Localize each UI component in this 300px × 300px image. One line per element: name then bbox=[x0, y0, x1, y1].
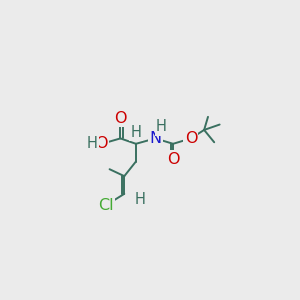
Text: H: H bbox=[130, 125, 141, 140]
Text: O: O bbox=[185, 131, 197, 146]
Text: Cl: Cl bbox=[98, 198, 113, 213]
Text: N: N bbox=[149, 131, 161, 146]
Text: O: O bbox=[96, 136, 108, 151]
Text: O: O bbox=[114, 111, 127, 126]
Text: H: H bbox=[87, 136, 98, 151]
Text: O: O bbox=[167, 152, 179, 167]
Text: H: H bbox=[134, 192, 145, 207]
Text: H: H bbox=[156, 119, 167, 134]
